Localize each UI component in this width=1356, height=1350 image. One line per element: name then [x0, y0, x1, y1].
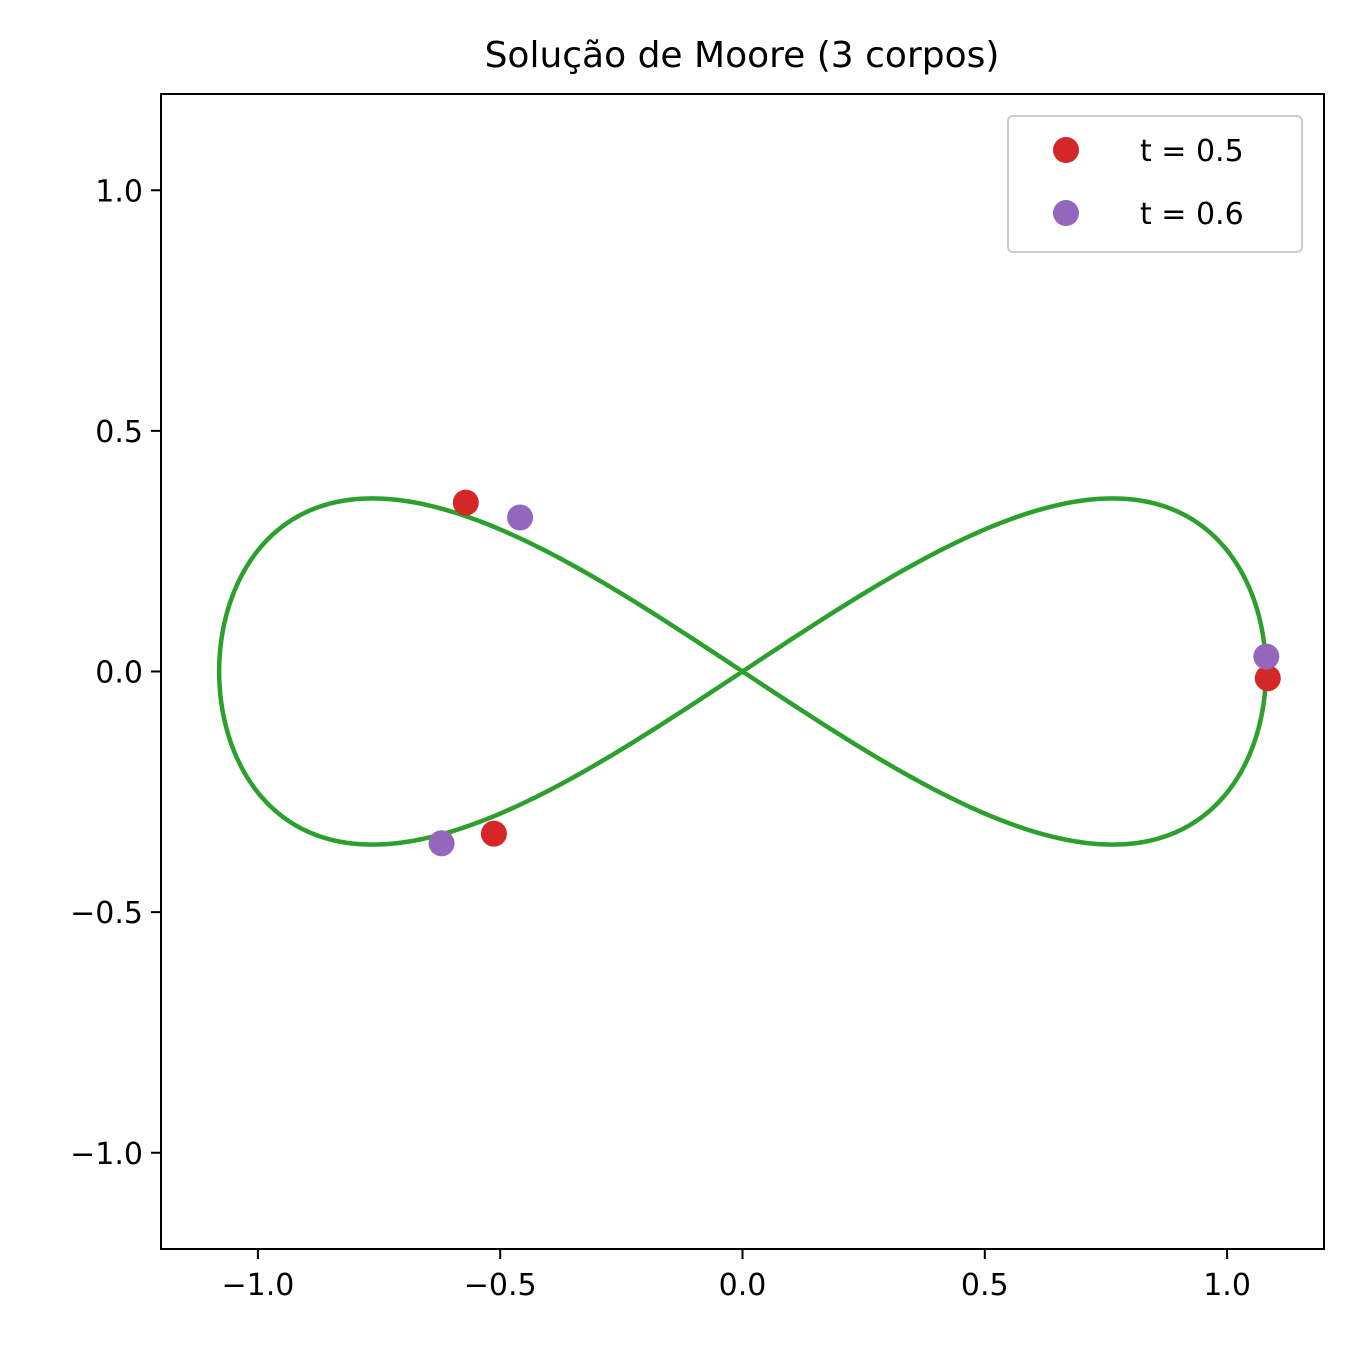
- x-tick-label: −0.5: [464, 1268, 537, 1303]
- legend-label-2: t = 0.6: [1140, 197, 1244, 232]
- legend-marker-2: [1053, 200, 1079, 226]
- series-2-point-1: [507, 504, 534, 531]
- x-axis: −1.0 −0.5 0.0 0.5 1.0: [221, 1249, 1251, 1303]
- trajectory-line: [216, 496, 1269, 847]
- y-tick-label: −0.5: [70, 896, 143, 931]
- y-tick-label: 0.5: [95, 415, 143, 450]
- series-1-point-3: [480, 820, 507, 847]
- chart-title: Solução de Moore (3 corpos): [485, 35, 1000, 76]
- x-tick-label: 0.5: [961, 1268, 1009, 1303]
- series-1-point-2: [1254, 665, 1281, 692]
- legend-marker-1: [1053, 137, 1079, 163]
- plot-area: [216, 489, 1281, 857]
- series-1-point-1: [452, 489, 479, 516]
- series-2-point-2: [1253, 643, 1280, 670]
- series-2-point-3: [428, 830, 455, 857]
- x-tick-label: 0.0: [719, 1268, 767, 1303]
- y-tick-label: 1.0: [95, 174, 143, 209]
- x-tick-label: 1.0: [1203, 1268, 1251, 1303]
- y-tick-label: 0.0: [95, 656, 143, 691]
- y-tick-label: −1.0: [70, 1137, 143, 1172]
- y-axis: 1.0 0.5 0.0 −0.5 −1.0: [70, 174, 161, 1172]
- legend-box: [1007, 115, 1303, 253]
- legend-label-1: t = 0.5: [1140, 134, 1244, 169]
- legend: t = 0.5 t = 0.6: [1007, 115, 1303, 253]
- x-tick-label: −1.0: [221, 1268, 294, 1303]
